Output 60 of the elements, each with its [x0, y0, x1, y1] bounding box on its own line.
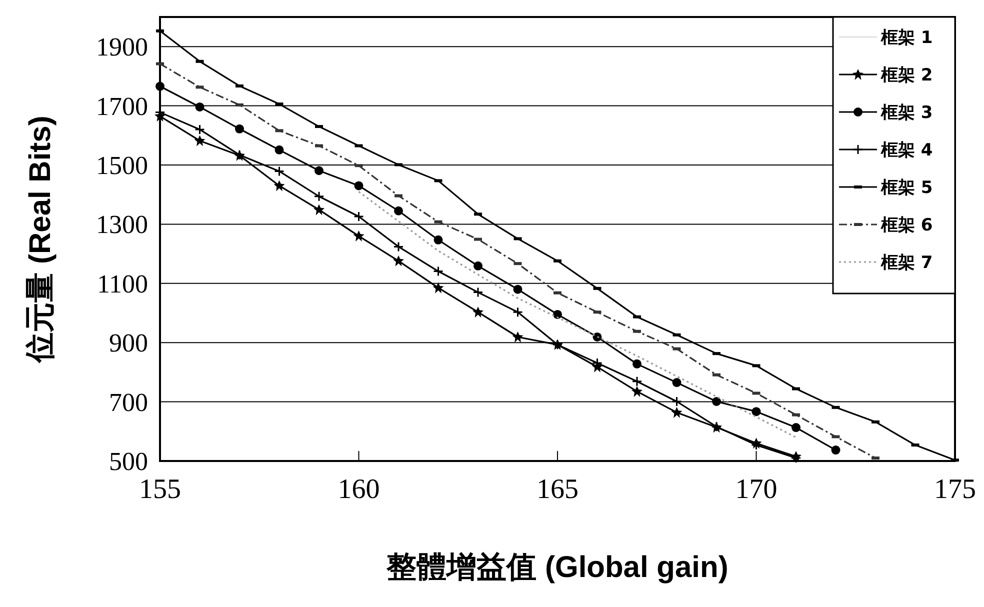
point: [672, 378, 682, 388]
point: [314, 191, 324, 202]
legend-label: 框架 5: [880, 178, 933, 198]
point: [672, 396, 682, 407]
x-tick-label: 165: [536, 474, 578, 505]
point: [156, 82, 164, 91]
point: [434, 235, 443, 244]
point: [394, 206, 403, 216]
legend-label: 框架 2: [880, 66, 933, 86]
point: [632, 386, 642, 397]
point: [393, 241, 404, 252]
x-axis-title: 整體增益值 (Global gain): [386, 551, 728, 584]
point: [671, 406, 682, 418]
point: [512, 306, 523, 318]
point: [274, 180, 285, 192]
point: [712, 397, 721, 406]
y-tick-label: 900: [109, 328, 148, 358]
point: [792, 423, 800, 432]
x-tick-label: 175: [934, 474, 976, 505]
x-tick-label: 170: [735, 474, 778, 505]
point: [632, 359, 642, 368]
point: [513, 284, 522, 294]
x-tick-label: 155: [139, 474, 181, 505]
legend-label: 框架 7: [880, 253, 933, 273]
point: [472, 287, 484, 298]
point: [235, 124, 244, 134]
point: [553, 310, 562, 319]
point: [314, 204, 324, 216]
point: [433, 266, 444, 277]
point: [195, 102, 204, 112]
y-tick-label: 1700: [96, 92, 148, 121]
y-tick-label: 1900: [96, 32, 148, 62]
legend-label: 框架 6: [880, 216, 933, 236]
point: [752, 407, 761, 416]
point: [314, 166, 324, 176]
x-tick-label: 160: [338, 474, 380, 505]
point: [354, 211, 364, 222]
point: [353, 230, 364, 242]
y-tick-label: 700: [109, 388, 148, 417]
point: [194, 124, 205, 135]
point: [354, 181, 364, 190]
point: [274, 145, 284, 154]
y-axis-title: 位元量 (Real Bits): [24, 116, 57, 364]
point: [432, 282, 444, 294]
point: [393, 255, 404, 266]
point: [474, 261, 482, 270]
legend-label: 框架 4: [880, 140, 933, 160]
point: [194, 135, 206, 146]
point: [831, 446, 840, 455]
point: [512, 331, 524, 342]
y-tick-label: 500: [109, 447, 148, 476]
point: [472, 306, 484, 318]
y-tick-label: 1100: [96, 269, 148, 298]
line-series: [358, 190, 797, 438]
point: [632, 376, 642, 387]
legend-label: 框架 1: [880, 28, 933, 48]
legend-label: 框架 3: [880, 103, 933, 123]
y-tick-label: 1300: [96, 210, 148, 240]
point: [274, 166, 284, 176]
y-tick-label: 1500: [96, 151, 148, 180]
